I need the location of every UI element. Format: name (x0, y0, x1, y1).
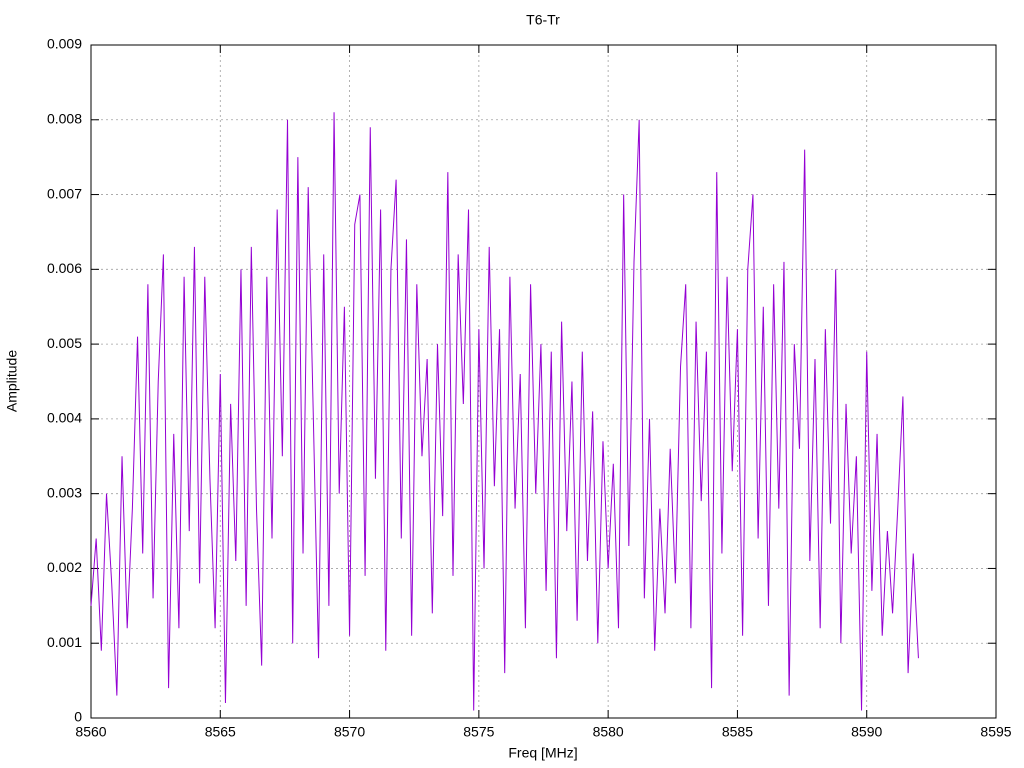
y-axis-label: Amplitude (4, 350, 20, 412)
plot-frame (90, 44, 997, 719)
y-tick-label: 0.001 (47, 634, 82, 650)
x-tick-label: 8595 (980, 724, 1011, 740)
y-tick-label: 0.004 (47, 410, 82, 426)
y-tick-label: 0.006 (47, 260, 82, 276)
y-tick-label: 0.002 (47, 559, 82, 575)
y-tick-label: 0.008 (47, 110, 82, 126)
y-tick-label: 0 (74, 709, 82, 725)
y-tick-label: 0.009 (47, 36, 82, 52)
y-tick-label: 0.007 (47, 185, 82, 201)
x-tick-label: 8590 (851, 724, 882, 740)
x-tick-label: 8565 (205, 724, 236, 740)
x-axis-label: Freq [MHz] (508, 745, 577, 761)
x-tick-label: 8560 (75, 724, 106, 740)
x-tick-label: 8580 (593, 724, 624, 740)
x-tick-label: 8570 (334, 724, 365, 740)
chart-title: T6-Tr (526, 12, 560, 28)
x-tick-label: 8585 (722, 724, 753, 740)
y-tick-label: 0.003 (47, 484, 82, 500)
y-tick-label: 0.005 (47, 335, 82, 351)
x-tick-label: 8575 (463, 724, 494, 740)
data-line (90, 112, 919, 711)
